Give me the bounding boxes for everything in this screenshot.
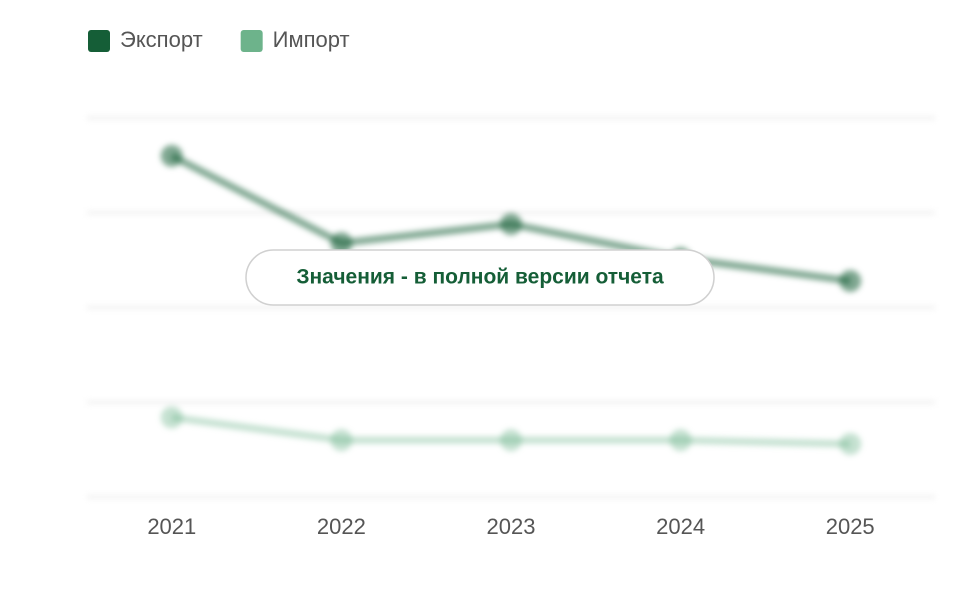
series-line [171, 413, 851, 448]
series-point [500, 429, 522, 452]
grid [87, 117, 935, 498]
x-axis: 2021 2022 2023 2024 2025 [147, 514, 874, 539]
series-point [160, 406, 183, 429]
legend-label: Импорт [273, 27, 350, 52]
note-box [245, 249, 715, 306]
x-tick-label: 2025 [826, 514, 875, 539]
x-tick-label: 2021 [147, 514, 196, 539]
x-tick-label: 2022 [317, 514, 366, 539]
series-point [839, 269, 862, 292]
legend-swatch [88, 30, 110, 52]
series-point [330, 232, 353, 255]
legend: Экспорт Импорт [88, 27, 350, 52]
note-text: Значения - в полной версии отчета [296, 266, 664, 289]
series-point [839, 432, 862, 455]
series-point [160, 144, 183, 167]
x-tick-label: 2024 [656, 514, 705, 539]
series-point [330, 429, 353, 452]
legend-swatch [240, 30, 263, 52]
series-point [500, 213, 522, 236]
note-badge: Значения - в полной версии отчета [245, 249, 715, 306]
series-point [669, 429, 692, 452]
legend-label: Экспорт [120, 27, 203, 52]
x-tick-label: 2023 [487, 514, 536, 539]
